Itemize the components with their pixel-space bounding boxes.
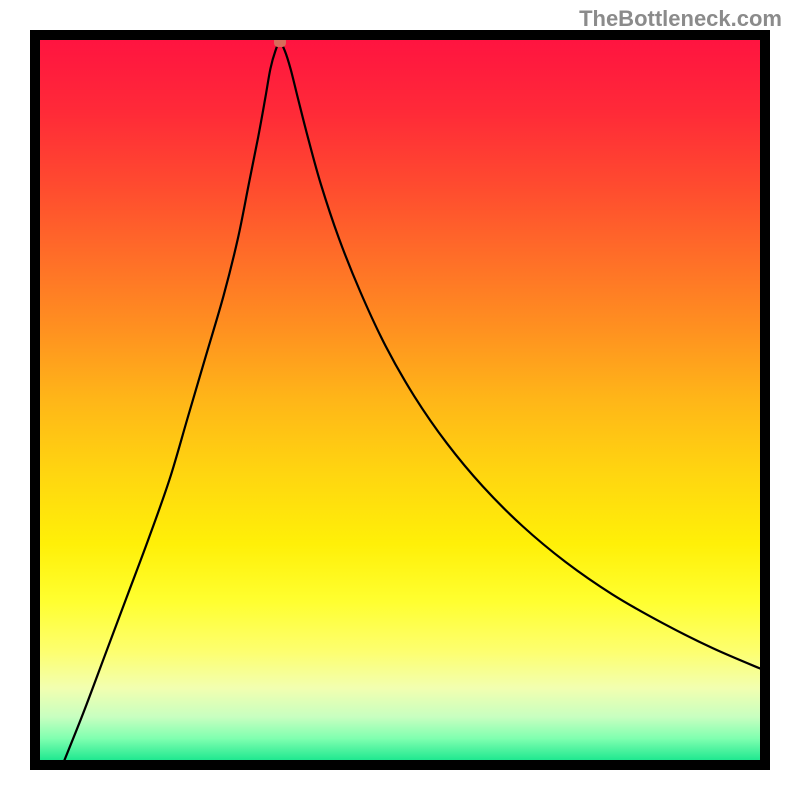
chart-border (30, 30, 770, 770)
chart-container: TheBottleneck.com (0, 0, 800, 800)
watermark-label: TheBottleneck.com (579, 6, 782, 32)
bottleneck-curve (40, 40, 760, 760)
chart-plot-area (40, 40, 760, 760)
optimal-marker-dot (274, 40, 286, 47)
